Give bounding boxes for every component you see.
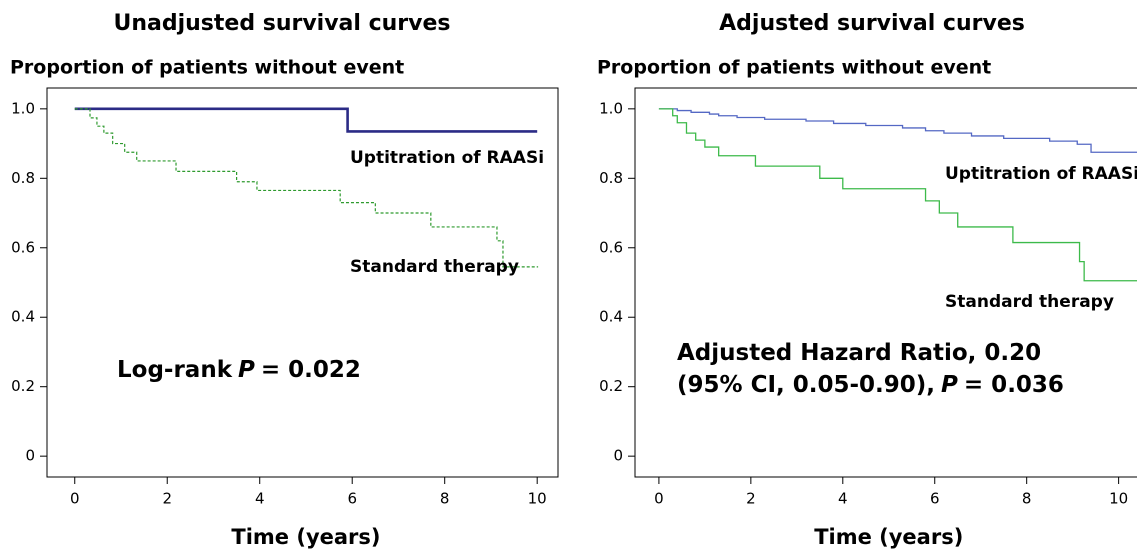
x-tick-label: 2 (162, 490, 172, 508)
x-tick-label: 8 (440, 490, 450, 508)
x-tick-label: 2 (746, 490, 756, 508)
y-tick-label: 1.0 (599, 99, 623, 117)
y-tick-label: 0.6 (599, 238, 623, 256)
x-axis-label: Time (years) (231, 525, 380, 549)
y-tick-label: 0.8 (599, 169, 623, 187)
x-tick-label: 10 (1109, 490, 1128, 508)
y-tick-label: 0.6 (11, 238, 35, 256)
y-axis-label: Proportion of patients without event (597, 57, 991, 79)
survival-curve (74, 108, 539, 268)
annotation-part: Adjusted Hazard Ratio, 0.20 (677, 340, 1041, 366)
x-tick-label: 4 (255, 490, 265, 508)
annotation: Log-rank P = 0.022 (117, 357, 361, 383)
plot-frame (46, 87, 559, 478)
y-tick-label: 0.8 (11, 169, 35, 187)
chart-title: Unadjusted survival curves (113, 11, 450, 36)
y-tick-label: 0.4 (599, 308, 623, 326)
plot-frame (634, 87, 1137, 478)
y-axis-label: Proportion of patients without event (10, 57, 404, 79)
annotation-part: = 0.022 (261, 357, 361, 383)
annotation-part: P (238, 357, 255, 383)
x-tick-label: 10 (528, 490, 547, 508)
y-tick-label: 0 (25, 447, 35, 465)
annotation-part: Log-rank (117, 357, 233, 383)
annotation-part: P (941, 372, 958, 398)
survival-curve (74, 107, 538, 133)
x-tick-label: 4 (838, 490, 848, 508)
y-tick-label: 1.0 (11, 99, 35, 117)
x-tick-label: 0 (654, 490, 664, 508)
x-tick-label: 6 (930, 490, 940, 508)
curve-label: Standard therapy (945, 292, 1114, 312)
chart-title: Adjusted survival curves (719, 11, 1025, 36)
annotation-part: = 0.036 (964, 372, 1064, 398)
y-tick-label: 0.2 (599, 377, 623, 395)
curve-label: Standard therapy (350, 257, 519, 277)
survival-curve (658, 108, 1137, 282)
survival-curve (658, 108, 1137, 153)
curve-label: Uptitration of RAASi (945, 164, 1137, 184)
y-tick-label: 0.4 (11, 308, 35, 326)
x-tick-label: 8 (1022, 490, 1032, 508)
x-tick-label: 0 (70, 490, 80, 508)
y-tick-label: 0 (613, 447, 623, 465)
y-tick-label: 0.2 (11, 377, 35, 395)
curve-label: Uptitration of RAASi (350, 148, 544, 168)
annotation: Adjusted Hazard Ratio, 0.20 (677, 340, 1041, 366)
x-axis-label: Time (years) (814, 525, 963, 549)
annotation-part: (95% CI, 0.05-0.90), (677, 372, 935, 398)
annotation: (95% CI, 0.05-0.90), P = 0.036 (677, 372, 1064, 398)
x-tick-label: 6 (347, 490, 357, 508)
